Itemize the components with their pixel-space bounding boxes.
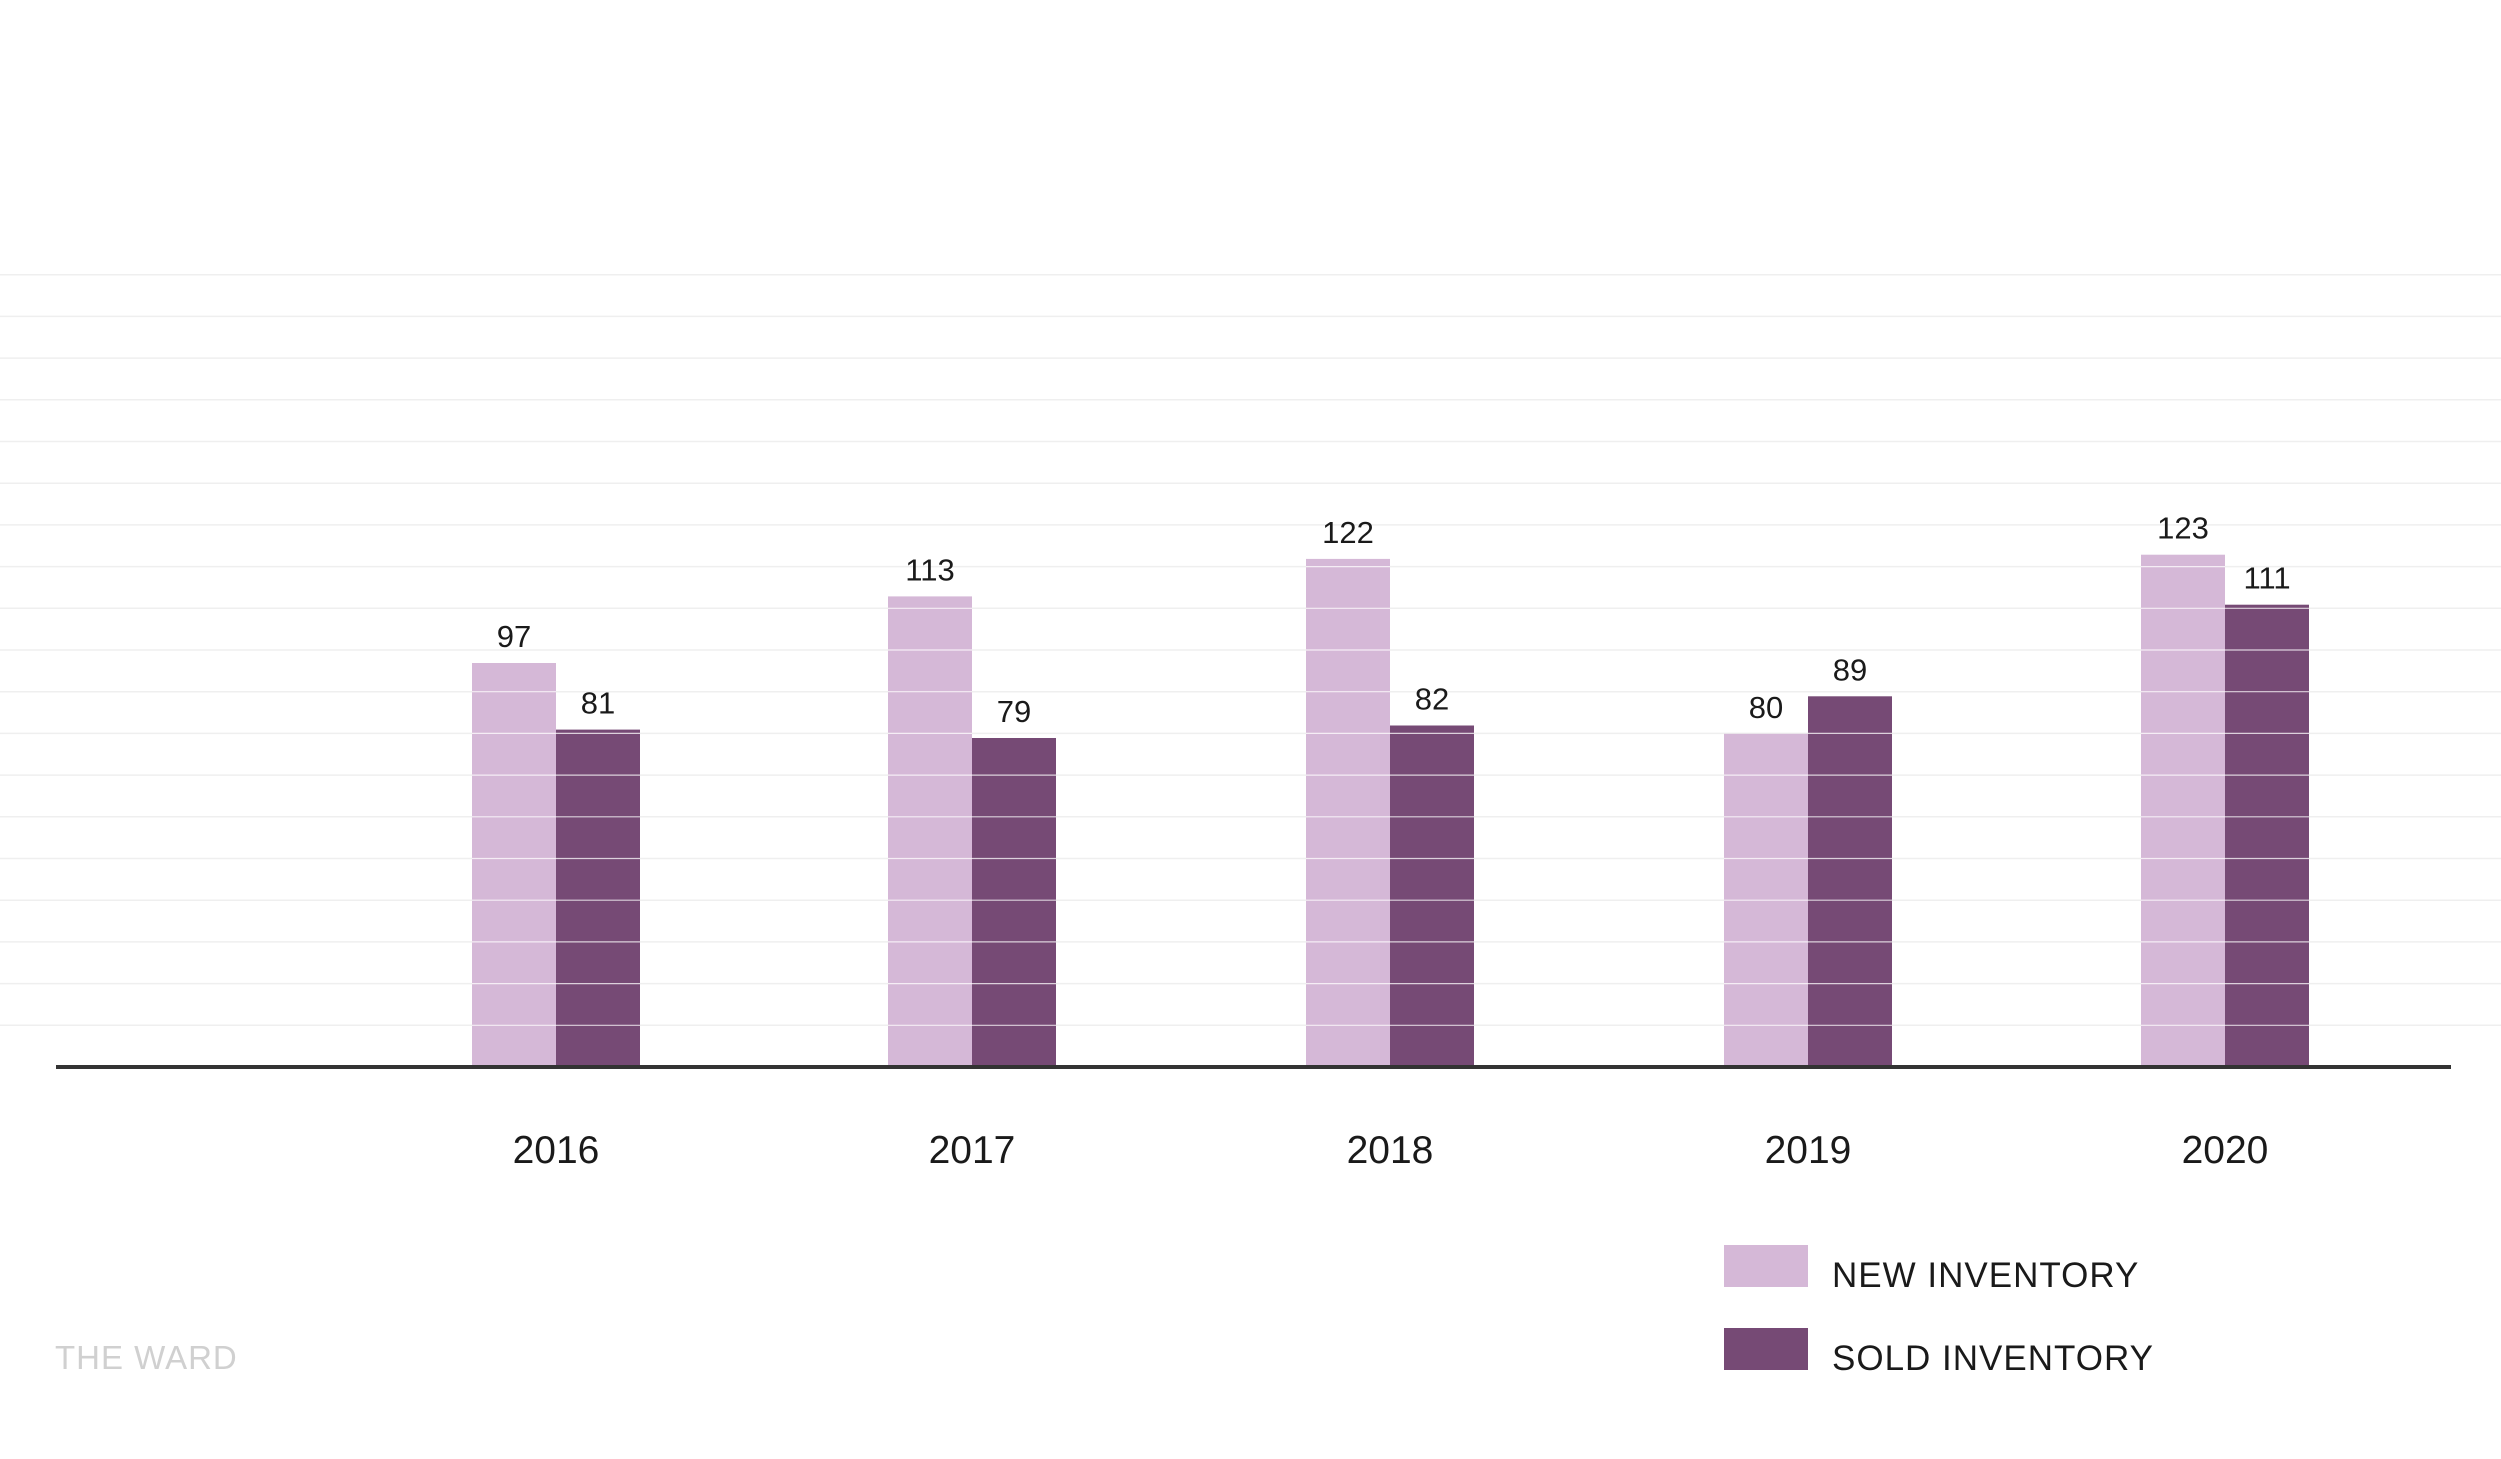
bar-stripes: [472, 565, 2309, 1026]
legend-swatch-new-inventory: [1724, 1245, 1808, 1287]
value-label-new-inventory-2016: 97: [497, 619, 531, 654]
bar-sold-inventory-2017: [972, 738, 1056, 1067]
bar-sold-inventory-2016: [556, 729, 640, 1067]
bar-new-inventory-2018: [1306, 558, 1390, 1067]
legend: NEW INVENTORY SOLD INVENTORY: [1724, 1245, 2154, 1378]
value-labels: 97 81 113 79 122 82 80 89 123 111: [497, 511, 2291, 729]
value-label-sold-inventory-2017: 79: [997, 694, 1031, 729]
bars: [472, 554, 2309, 1067]
value-label-new-inventory-2019: 80: [1749, 690, 1783, 725]
x-tick-label-2016: 2016: [513, 1129, 600, 1172]
x-tick-label-2017: 2017: [929, 1129, 1016, 1172]
value-label-sold-inventory-2020: 111: [2243, 561, 2290, 596]
legend-label-new-inventory: NEW INVENTORY: [1832, 1256, 2139, 1295]
value-label-new-inventory-2017: 113: [905, 552, 954, 587]
x-tick-label-2020: 2020: [2182, 1129, 2269, 1172]
gridlines: [0, 273, 2501, 1027]
bar-sold-inventory-2019: [1808, 696, 1892, 1067]
bar-sold-inventory-2020: [2225, 604, 2309, 1067]
bar-new-inventory-2017: [888, 596, 972, 1067]
x-tick-label-2018: 2018: [1347, 1129, 1434, 1172]
brand-watermark: THE WARD: [55, 1339, 238, 1376]
legend-label-sold-inventory: SOLD INVENTORY: [1832, 1339, 2154, 1378]
value-label-sold-inventory-2018: 82: [1415, 682, 1449, 717]
legend-swatch-sold-inventory: [1724, 1328, 1808, 1370]
value-label-sold-inventory-2019: 89: [1833, 652, 1867, 687]
x-tick-label-2019: 2019: [1765, 1129, 1852, 1172]
value-label-sold-inventory-2016: 81: [581, 686, 615, 721]
bar-sold-inventory-2018: [1390, 725, 1474, 1067]
bar-new-inventory-2020: [2141, 554, 2225, 1067]
value-label-new-inventory-2020: 123: [2157, 511, 2209, 546]
value-label-new-inventory-2018: 122: [1322, 515, 1374, 550]
x-tick-labels: 2016 2017 2018 2019 2020: [513, 1129, 2269, 1172]
bar-new-inventory-2016: [472, 663, 556, 1067]
